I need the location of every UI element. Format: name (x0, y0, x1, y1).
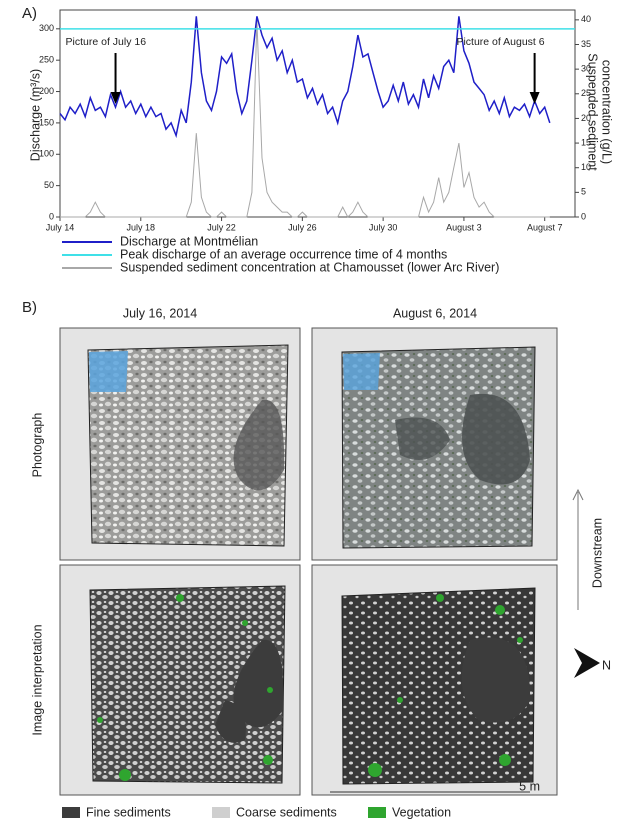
row-label: Image interpretation (30, 624, 44, 735)
y2-tick-label: 20 (581, 113, 591, 123)
x-tick-label: July 18 (127, 222, 156, 232)
legend-swatch (62, 807, 80, 818)
downstream-arrow-head (572, 488, 584, 501)
data-line (59, 16, 551, 139)
interp-july (89, 585, 286, 784)
annotation-arrowhead (110, 92, 121, 104)
y2-tick-label: 35 (581, 39, 591, 49)
y2-tick-label: 10 (581, 162, 591, 172)
scale-label: 5 m (519, 779, 540, 793)
legend-label: Fine sediments (86, 805, 171, 819)
annotation: Picture of July 16 (66, 36, 147, 48)
legend-label: Suspended sediment concentration at Cham… (120, 260, 499, 274)
panel-label: B) (22, 299, 37, 316)
photo-july (87, 344, 289, 547)
y-tick-label: 100 (39, 149, 54, 159)
column-title: July 16, 2014 (123, 306, 197, 320)
y-tick-label: 150 (39, 117, 54, 127)
data-line (60, 19, 550, 218)
y2-tick-label: 5 (581, 187, 586, 197)
y2-axis-label: Suspended sediment (586, 53, 600, 171)
y-tick-label: 250 (39, 55, 54, 65)
legend-swatch (368, 807, 386, 818)
x-tick-label: August 7 (527, 222, 563, 232)
x-tick-label: July 22 (207, 222, 236, 232)
x-tick-label: July 14 (46, 222, 75, 232)
direction-label: Downstream (590, 518, 604, 588)
column-title: August 6, 2014 (393, 306, 477, 320)
annotation-arrowhead (529, 92, 540, 104)
y2-tick-label: 30 (581, 64, 591, 74)
panel-label: A) (22, 5, 37, 22)
y2-tick-label: 40 (581, 14, 591, 24)
photo-august (341, 346, 536, 549)
north-label: N (602, 658, 611, 672)
row-label: Photograph (30, 413, 44, 478)
y-tick-label: 50 (44, 180, 54, 190)
legend-label: Coarse sediments (236, 805, 337, 819)
y2-tick-label: 15 (581, 137, 591, 147)
legend-swatch (212, 807, 230, 818)
legend-label: Vegetation (392, 805, 451, 819)
north-arrow (574, 648, 600, 678)
annotation: Picture of August 6 (456, 36, 544, 48)
interp-august (341, 587, 536, 785)
y-tick-label: 300 (39, 23, 54, 33)
y2-tick-label: 0 (581, 211, 586, 221)
y2-tick-label: 25 (581, 88, 591, 98)
image-panels (59, 327, 600, 796)
x-tick-label: August 3 (446, 222, 482, 232)
y2-axis-label: concentration (g/L) (600, 60, 614, 164)
y-axis-label: Discharge (m³/s) (28, 69, 42, 161)
legend-label: Discharge at Montmélian (120, 234, 258, 248)
y-tick-label: 0 (49, 211, 54, 221)
y-tick-label: 200 (39, 86, 54, 96)
x-tick-label: July 30 (369, 222, 398, 232)
legend-label: Peak discharge of an average occurrence … (120, 247, 447, 261)
x-tick-label: July 26 (288, 222, 317, 232)
